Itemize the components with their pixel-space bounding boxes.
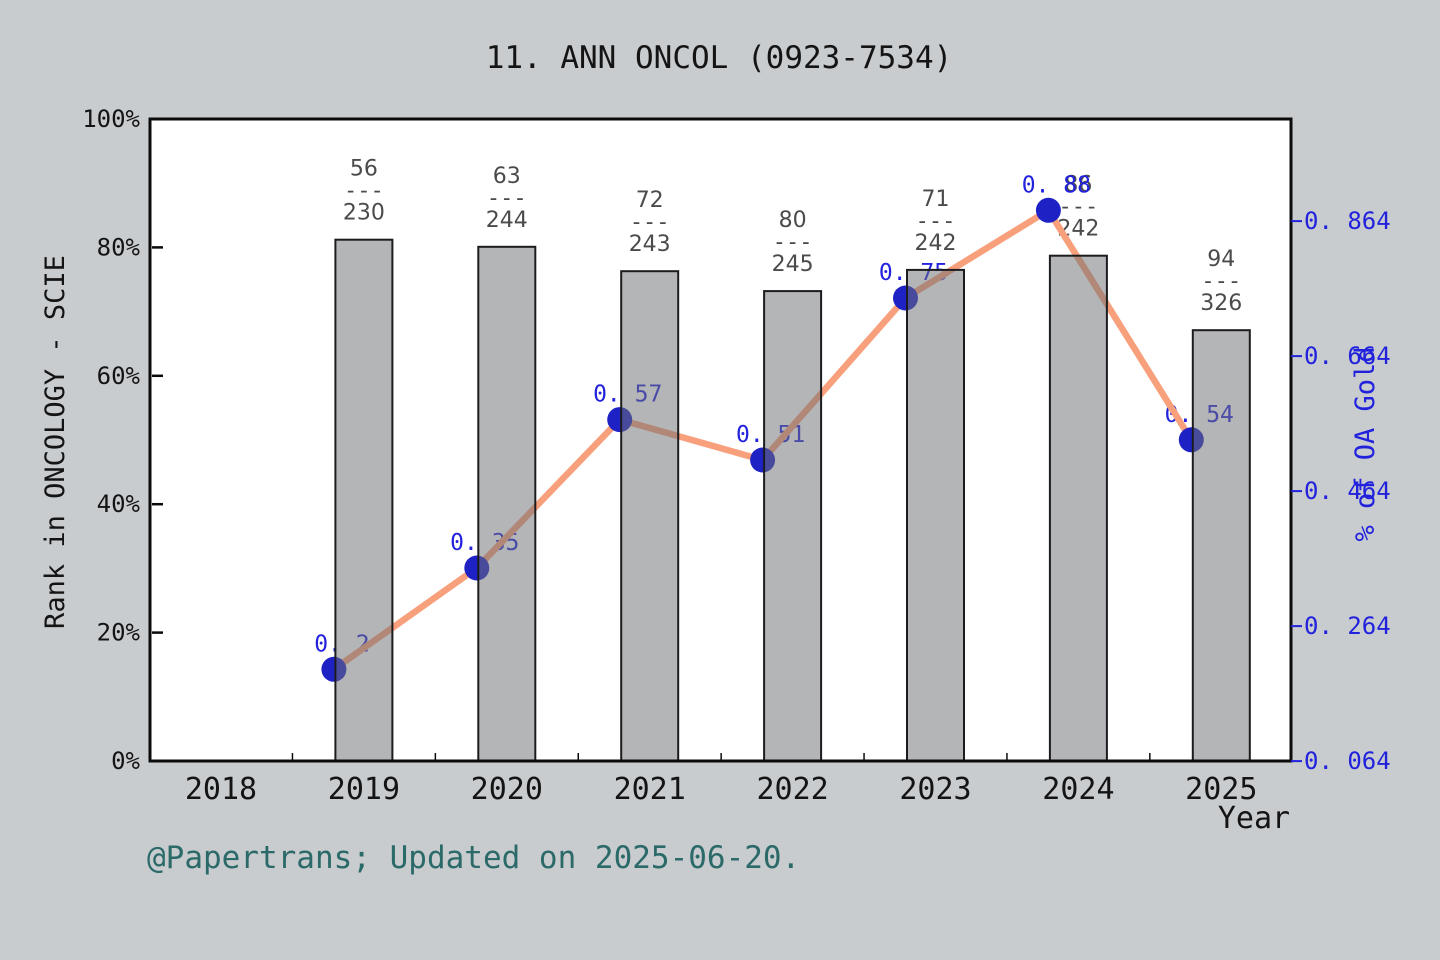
x-tick-label-2023: 2023 — [899, 772, 971, 807]
plot-area — [150, 119, 1291, 761]
footer-credit: @Papertrans; Updated on 2025-06-20. — [147, 840, 800, 876]
right-tick-label-3: 0. 664 — [1304, 342, 1391, 370]
left-tick-label-0: 0% — [111, 747, 140, 775]
fraction-separator-2023: --- — [916, 209, 956, 234]
right-tick-label-1: 0. 264 — [1304, 612, 1391, 640]
rank-bar-2024 — [1048, 254, 1108, 762]
x-tick-label-2019: 2019 — [328, 772, 400, 807]
fraction-separator-2024: --- — [1059, 195, 1099, 220]
fraction-denominator-2021: 243 — [629, 232, 671, 257]
chart-title: 11. ANN ONCOL (0923-7534) — [486, 40, 953, 76]
fraction-numerator-2021: 72 — [636, 188, 664, 213]
right-tick-label-4: 0. 864 — [1304, 207, 1391, 235]
fraction-numerator-2023: 71 — [922, 187, 950, 212]
left-tick-label-60: 60% — [97, 362, 141, 390]
x-tick-label-2021: 2021 — [614, 772, 686, 807]
left-axis-title: Rank in ONCOLOGY - SCIE — [40, 255, 71, 629]
rank-bar-2020 — [477, 245, 537, 763]
x-tick-label-2018: 2018 — [185, 772, 257, 807]
rank-bar-2025 — [1191, 329, 1251, 762]
x-tick-label-2020: 2020 — [471, 772, 543, 807]
fraction-denominator-2020: 244 — [486, 208, 528, 233]
left-tick-label-20: 20% — [97, 619, 141, 647]
fraction-numerator-2020: 63 — [493, 164, 521, 189]
fraction-denominator-2022: 245 — [772, 252, 814, 277]
fraction-numerator-2019: 56 — [350, 157, 378, 182]
point-label-2024: 0. 88 — [1022, 172, 1091, 198]
fraction-denominator-2025: 326 — [1200, 291, 1242, 316]
fraction-denominator-2023: 242 — [915, 231, 957, 256]
fraction-separator-2021: --- — [630, 210, 670, 235]
fraction-separator-2020: --- — [487, 186, 527, 211]
fraction-numerator-2025: 94 — [1207, 247, 1235, 272]
x-tick-label-2022: 2022 — [756, 772, 828, 807]
x-tick-label-2025: 2025 — [1185, 772, 1257, 807]
axis-ticks: 0% 20% 40% 60% 80% 100% 0. 064 0. 264 0. 464 0. 6… — [82, 105, 1391, 807]
left-tick-label-80: 80% — [97, 233, 141, 261]
rank-bar-2022 — [763, 290, 823, 762]
rank-bar-2019 — [334, 238, 394, 762]
fraction-separator-2025: --- — [1201, 269, 1241, 294]
rank-bar-2023 — [906, 268, 965, 762]
right-axis-title: % of OA Gold — [1350, 346, 1381, 541]
fraction-denominator-2019: 230 — [343, 201, 385, 226]
fraction-numerator-2022: 80 — [779, 208, 807, 233]
x-tick-label-2024: 2024 — [1042, 772, 1114, 807]
bar-fraction-labels: 56---23063---24472---24380---24571---242… — [343, 157, 1242, 317]
right-tick-label-2: 0. 464 — [1304, 477, 1391, 505]
right-tick-label-0: 0. 064 — [1304, 747, 1391, 775]
line-point-2024 — [1035, 197, 1061, 223]
fraction-numerator-2024: 86 — [1064, 173, 1092, 198]
rank-bar-2021 — [620, 270, 680, 762]
left-tick-label-100: 100% — [82, 105, 140, 133]
x-axis-title: Year — [1218, 801, 1290, 836]
fraction-separator-2019: --- — [344, 179, 384, 204]
rank-bars — [334, 238, 1251, 763]
left-tick-label-40: 40% — [97, 490, 141, 518]
fraction-separator-2022: --- — [773, 230, 813, 255]
